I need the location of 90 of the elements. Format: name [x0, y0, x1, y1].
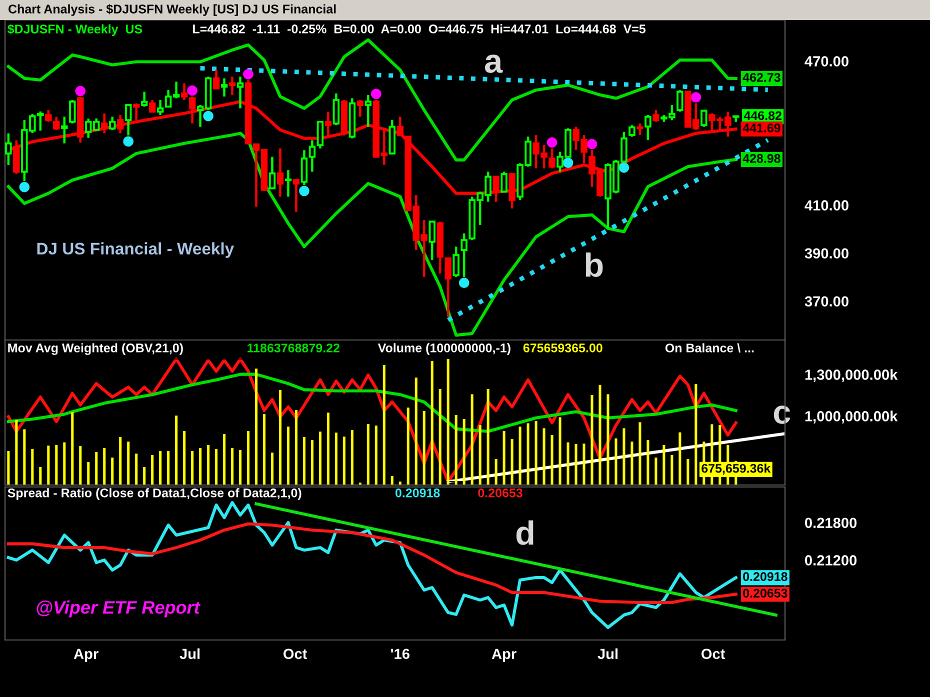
- annotation: 0.20653: [478, 488, 522, 498]
- candlestick: [212, 68, 220, 90]
- x-tick-label: Apr: [492, 648, 516, 662]
- annotation: a: [484, 54, 503, 73]
- candlestick: [332, 92, 340, 126]
- candlestick: [628, 124, 636, 138]
- candlestick: [644, 114, 652, 142]
- annotation: L=446.82 -1.11 -0.25% B=0.00 A=0.00 O=446.75 Hi=447.01 Lo=444.68 V=5: [193, 24, 646, 34]
- x-tick-label: Jul: [180, 648, 200, 660]
- candlestick: [500, 170, 508, 193]
- y-tick-label: 470.00: [804, 56, 848, 66]
- y-tick-label: 370.00: [804, 296, 848, 307]
- annotation: On Balance \ ...: [665, 343, 754, 353]
- candlestick: [69, 98, 76, 125]
- y-tick-label: 0.21200: [805, 555, 857, 566]
- x-tick-label: '16: [391, 648, 410, 660]
- candlestick: [116, 114, 124, 134]
- annotation: 11863768879.22: [248, 344, 340, 352]
- candlestick: [180, 82, 188, 102]
- x-tick-label: Jul: [598, 648, 618, 660]
- y-tick-label: 0.21800: [805, 518, 857, 528]
- point: [562, 158, 574, 168]
- candlestick: [108, 116, 116, 132]
- data-label: 428.98: [742, 154, 780, 163]
- point: [618, 162, 630, 173]
- candlestick: [228, 76, 236, 96]
- point: [123, 136, 134, 147]
- candlestick: [324, 110, 332, 138]
- chart-subtitle: $DJUSFN - Weekly US: [8, 24, 142, 36]
- line-series: [6, 132, 738, 337]
- annotation: 675659365.00: [523, 344, 602, 352]
- data-label: 0.20653: [743, 588, 788, 598]
- x-tick-label: Oct: [284, 648, 308, 660]
- annotation: Mov Avg Weighted (OBV,21,0): [8, 343, 183, 355]
- candlestick: [156, 98, 164, 116]
- text: 446.82: [744, 111, 782, 120]
- candlestick: [53, 116, 60, 132]
- data-label: 441.69: [742, 124, 780, 132]
- point: [690, 92, 702, 102]
- candlestick: [292, 179, 300, 213]
- point: [75, 86, 86, 96]
- candlestick: [364, 94, 372, 128]
- candlestick: [100, 112, 108, 134]
- annotation: Spread - Ratio (Close of Data1,Close of Data2,1,0): [8, 488, 302, 500]
- candlestick: [45, 108, 52, 123]
- x-tick-label: Oct: [702, 648, 726, 660]
- data-label: 0.20918: [743, 572, 788, 582]
- candlestick: [452, 246, 460, 278]
- data-label: 462.73: [742, 73, 780, 82]
- annotation: d: [516, 520, 534, 545]
- point: [370, 88, 382, 100]
- candlestick: [220, 77, 228, 98]
- candlestick: [276, 147, 284, 198]
- candlestick: [61, 116, 68, 144]
- y-tick-label: 410.00: [804, 200, 848, 211]
- candlestick: [700, 108, 708, 128]
- candlestick: [148, 98, 156, 113]
- candlestick: [652, 108, 660, 123]
- point: [243, 69, 254, 80]
- y-tick-label: 1,300,000.00k: [805, 369, 898, 382]
- annotation: DJ US Financial - Weekly: [37, 242, 234, 258]
- candlestick: [356, 98, 364, 118]
- candlestick: [140, 90, 148, 108]
- candlestick: [5, 132, 12, 166]
- point: [586, 138, 598, 150]
- candlestick: [428, 220, 436, 262]
- line-series: [6, 38, 738, 162]
- point: [203, 110, 214, 122]
- point: [187, 85, 198, 96]
- candlestick: [236, 76, 244, 110]
- candlestick: [636, 122, 644, 136]
- chart-title: Chart Analysis - $DJUSFN Weekly [US] DJ US Financial: [8, 4, 336, 16]
- annotation: @Viper ETF Report: [36, 600, 200, 618]
- y-tick-label: 390.00: [804, 248, 848, 259]
- annotation: b: [586, 252, 603, 277]
- candlestick: [268, 156, 276, 190]
- line-series: [6, 501, 738, 630]
- x-tick-label: Apr: [74, 648, 98, 662]
- data-label: 675,659.36k: [702, 464, 771, 475]
- point: [546, 137, 558, 148]
- annotation: Volume (100000000,-1): [378, 343, 510, 355]
- candlestick: [316, 120, 324, 150]
- point: [299, 186, 310, 196]
- candlestick: [444, 257, 452, 318]
- annotation: 0.20918: [395, 488, 440, 498]
- point: [458, 278, 470, 288]
- point: [19, 182, 30, 192]
- y-tick-label: 1,000,000.00k: [805, 410, 898, 424]
- candlestick: [284, 168, 292, 198]
- candlestick: [676, 88, 684, 113]
